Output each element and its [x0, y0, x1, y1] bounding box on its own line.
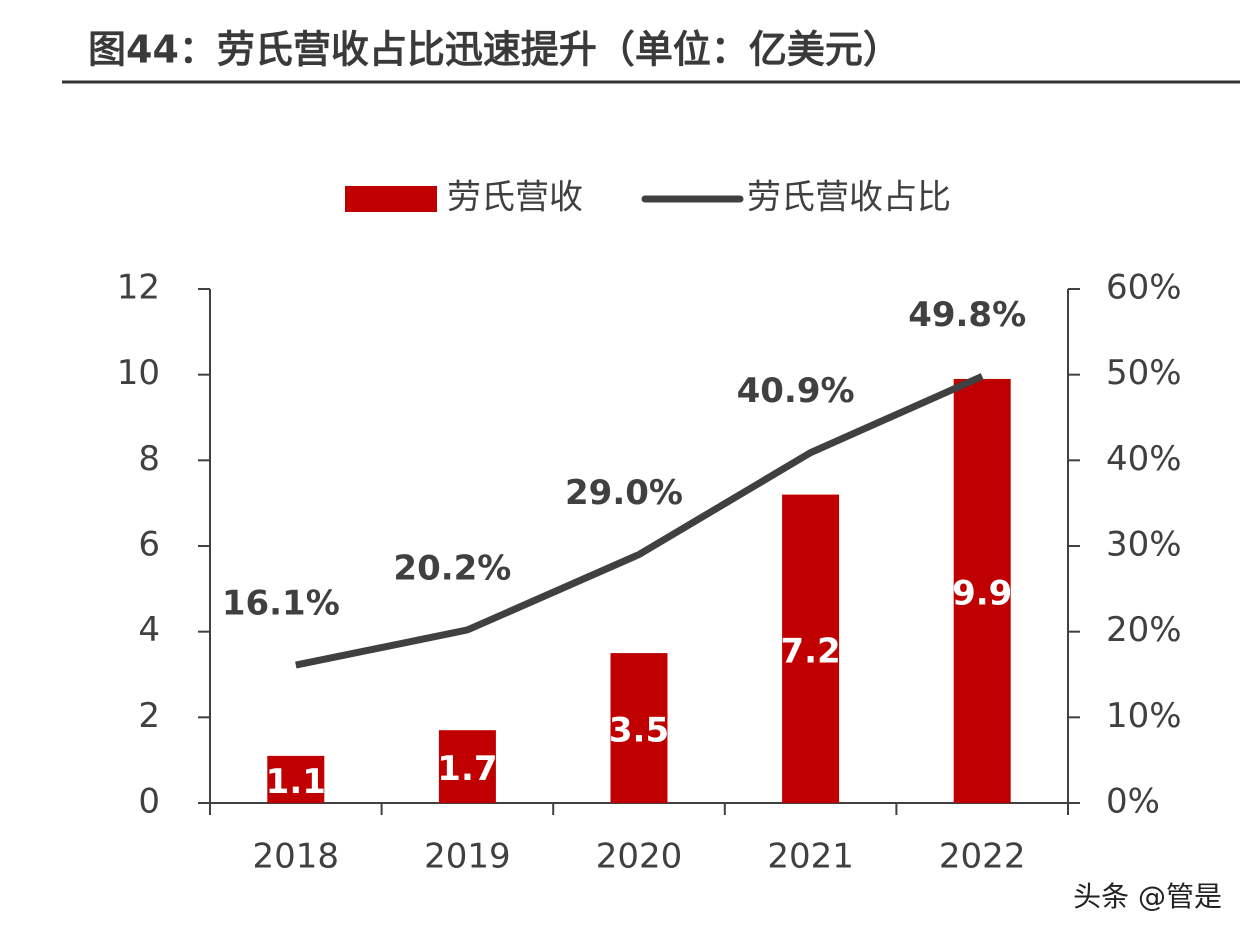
line [295, 373, 984, 669]
y-tick-label: 6 [138, 525, 160, 565]
bar-value-label: 1.7 [437, 749, 497, 789]
y2-tick-label: 50% [1106, 353, 1182, 393]
legend-label: 劳氏营收 [447, 178, 583, 218]
y-tick-label: 10 [117, 353, 160, 393]
bar [953, 378, 1011, 803]
y-tick-label: 12 [117, 268, 160, 308]
chart-title: 图44：劳氏营收占比迅速提升（单位：亿美元） [88, 28, 901, 72]
x-tick-label: 2020 [596, 837, 683, 877]
line-value-label: 40.9% [737, 371, 855, 411]
y2-tick-label: 20% [1106, 610, 1182, 650]
bar-value-label: 7.2 [780, 631, 840, 671]
y-tick-label: 4 [138, 610, 160, 650]
bar [267, 755, 325, 803]
x-tick-label: 2018 [253, 837, 340, 877]
watermark: 头条 @管是 [1073, 880, 1222, 913]
y-tick-label: 0 [138, 782, 160, 822]
bar [438, 730, 496, 803]
line-value-label: 20.2% [393, 548, 511, 588]
y2-tick-label: 10% [1106, 696, 1182, 736]
line-value-label: 16.1% [222, 584, 340, 624]
bar [610, 653, 668, 803]
y2-tick-label: 30% [1106, 525, 1182, 565]
x-tick-label: 2019 [424, 837, 511, 877]
legend-label: 劳氏营收占比 [747, 178, 951, 218]
y2-tick-label: 60% [1106, 268, 1182, 308]
line-value-label: 49.8% [908, 295, 1026, 335]
bar-value-label: 9.9 [952, 573, 1012, 613]
y-tick-label: 2 [138, 696, 160, 736]
bar-value-label: 1.1 [266, 762, 326, 802]
x-tick-label: 2022 [939, 837, 1026, 877]
x-tick-label: 2021 [767, 837, 854, 877]
legend-swatch [345, 186, 437, 212]
bar [782, 494, 840, 803]
y2-tick-label: 40% [1106, 439, 1182, 479]
line-value-label: 29.0% [565, 473, 683, 513]
y2-tick-label: 0% [1106, 782, 1160, 822]
bar-value-label: 3.5 [609, 711, 669, 751]
y-tick-label: 8 [138, 439, 160, 479]
